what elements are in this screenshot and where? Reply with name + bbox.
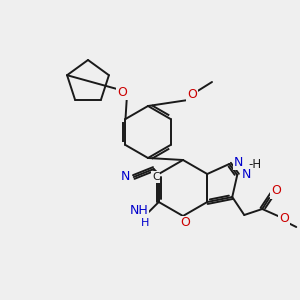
Text: N: N: [121, 170, 130, 184]
Text: O: O: [271, 184, 281, 197]
Text: NH: NH: [129, 205, 148, 218]
Text: O: O: [180, 217, 190, 230]
Text: C: C: [152, 172, 160, 182]
Text: N: N: [234, 155, 243, 169]
Text: -H: -H: [248, 158, 261, 170]
Text: O: O: [117, 85, 127, 98]
Text: H: H: [141, 218, 149, 228]
Text: N: N: [242, 169, 251, 182]
Text: O: O: [279, 212, 289, 226]
Text: O: O: [187, 88, 197, 101]
